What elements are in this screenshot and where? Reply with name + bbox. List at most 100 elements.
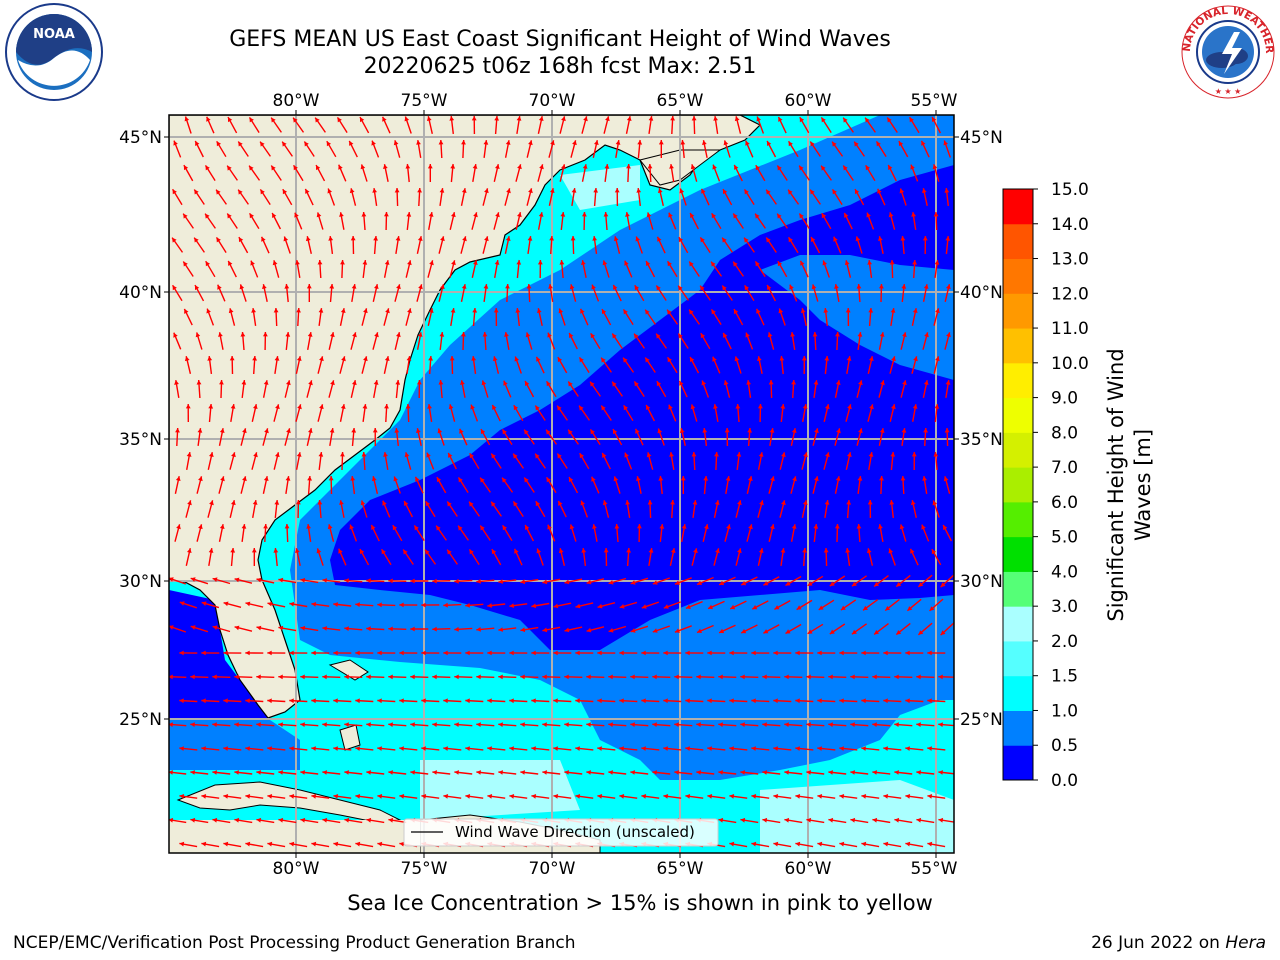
- wave-arrow-head: [410, 578, 415, 584]
- wave-arrow-head: [553, 650, 558, 656]
- wave-arrow-head: [630, 580, 636, 585]
- wave-arrow-head: [723, 380, 729, 386]
- wave-arrow-head: [806, 770, 811, 775]
- wave-arrow-head: [454, 770, 459, 775]
- wave-arrow-head: [591, 284, 596, 290]
- wave-arrow-head: [899, 524, 905, 530]
- wave-arrow-head: [883, 794, 889, 799]
- wave-arrow-head: [575, 794, 581, 799]
- wave-arrow-head: [179, 650, 184, 656]
- wave-arrow-head: [641, 698, 646, 704]
- wave-arrow-head: [564, 674, 569, 680]
- wave-arrow-head: [846, 356, 852, 361]
- wave-arrow-head: [283, 236, 289, 242]
- wave-arrow-head: [443, 650, 448, 656]
- wave-arrow-head: [900, 476, 906, 481]
- wave-arrow-head: [614, 188, 620, 193]
- lat-label-right: 45°N: [960, 128, 1003, 148]
- wave-arrow-head: [261, 236, 266, 242]
- wave-arrow-head: [432, 674, 437, 680]
- wave-arrow-head: [883, 841, 889, 847]
- wave-arrow-head: [861, 841, 867, 847]
- wave-arrow-head: [800, 260, 805, 266]
- wave-arrow-head: [558, 548, 564, 554]
- wave-arrow-head: [619, 650, 624, 656]
- wave-arrow-head: [252, 500, 258, 505]
- wave-arrow-head: [857, 332, 863, 337]
- wave-arrow-head: [440, 284, 445, 290]
- wave-arrow-head: [322, 674, 327, 680]
- wave-arrow-head: [175, 476, 181, 481]
- wave-arrow-head: [656, 381, 662, 387]
- wave-arrow-head: [626, 116, 632, 121]
- wave-arrow-head: [461, 140, 466, 145]
- colorbar-segment: [1003, 571, 1033, 607]
- wave-arrow-head: [458, 477, 463, 483]
- wave-arrow-head: [289, 601, 295, 607]
- wave-arrow-head: [286, 380, 291, 386]
- wave-arrow-head: [344, 770, 349, 775]
- wave-arrow-head: [190, 674, 195, 680]
- wave-arrow-head: [209, 452, 214, 457]
- wave-arrow-head: [933, 212, 939, 217]
- wave-arrow-head: [602, 500, 608, 506]
- wave-arrow-head: [205, 261, 210, 267]
- wave-arrow-head: [472, 308, 478, 313]
- wave-arrow-head: [898, 141, 904, 147]
- wave-arrow-head: [399, 841, 405, 847]
- wave-arrow-head: [883, 698, 888, 704]
- wave-arrow-head: [889, 500, 895, 505]
- wave-arrow-head: [311, 794, 317, 799]
- wave-arrow-head: [382, 500, 387, 506]
- wave-arrow-head: [355, 841, 361, 847]
- wave-arrow-head: [861, 698, 866, 704]
- wave-arrow-head: [940, 630, 946, 636]
- wave-arrow-head: [784, 722, 789, 727]
- wave-arrow-head: [267, 841, 273, 847]
- wave-arrow-head: [322, 626, 327, 631]
- wave-arrow-head: [293, 117, 298, 123]
- wave-arrow-head: [450, 308, 456, 313]
- wave-arrow-head: [657, 428, 663, 434]
- wave-arrow-head: [790, 332, 795, 337]
- wave-arrow-head: [674, 674, 679, 680]
- wave-arrow-head: [702, 140, 707, 145]
- wave-arrow-head: [502, 525, 507, 531]
- footer-credit: NCEP/EMC/Verification Post Processing Pr…: [13, 933, 576, 953]
- lon-label-bottom: 65°W: [657, 859, 704, 879]
- lat-label-right: 40°N: [960, 283, 1003, 303]
- wave-arrow-head: [285, 476, 291, 481]
- wave-arrow-head: [527, 236, 533, 241]
- wave-arrow-head: [447, 501, 452, 507]
- wave-arrow-head: [362, 404, 368, 409]
- wave-arrow-head: [234, 674, 239, 680]
- wave-arrow-head: [734, 164, 739, 170]
- wave-arrow-head: [404, 116, 410, 122]
- wave-arrow-head: [723, 189, 728, 195]
- colorbar-segment: [1003, 293, 1033, 329]
- wave-arrow-head: [394, 428, 400, 433]
- wave-arrow-head: [866, 548, 872, 554]
- wave-arrow-head: [851, 629, 857, 635]
- wave-arrow-head: [828, 722, 833, 727]
- wave-arrow-head: [333, 650, 338, 656]
- wave-arrow-head: [834, 284, 839, 289]
- wave-arrow-head: [586, 674, 591, 680]
- colorbar-tick-label: 1.0: [1051, 701, 1078, 721]
- wave-arrow-head: [663, 650, 668, 656]
- wave-arrow-head: [505, 140, 511, 145]
- wave-arrow-head: [542, 770, 547, 775]
- wave-arrow-head: [924, 332, 929, 338]
- wave-arrow-head: [465, 650, 470, 656]
- wave-arrow-head: [382, 116, 387, 122]
- wave-arrow-head: [278, 674, 283, 680]
- wave-arrow-head: [725, 476, 731, 481]
- wave-arrow-head: [901, 428, 907, 433]
- colorbar-segment: [1003, 258, 1033, 294]
- contour-0.0-0.5: [330, 165, 954, 650]
- wave-arrow-head: [344, 817, 350, 823]
- wave-arrow-head: [366, 626, 371, 632]
- wave-arrow-head: [806, 817, 812, 823]
- wave-arrow-head: [938, 674, 943, 680]
- wave-arrow-head: [172, 189, 177, 195]
